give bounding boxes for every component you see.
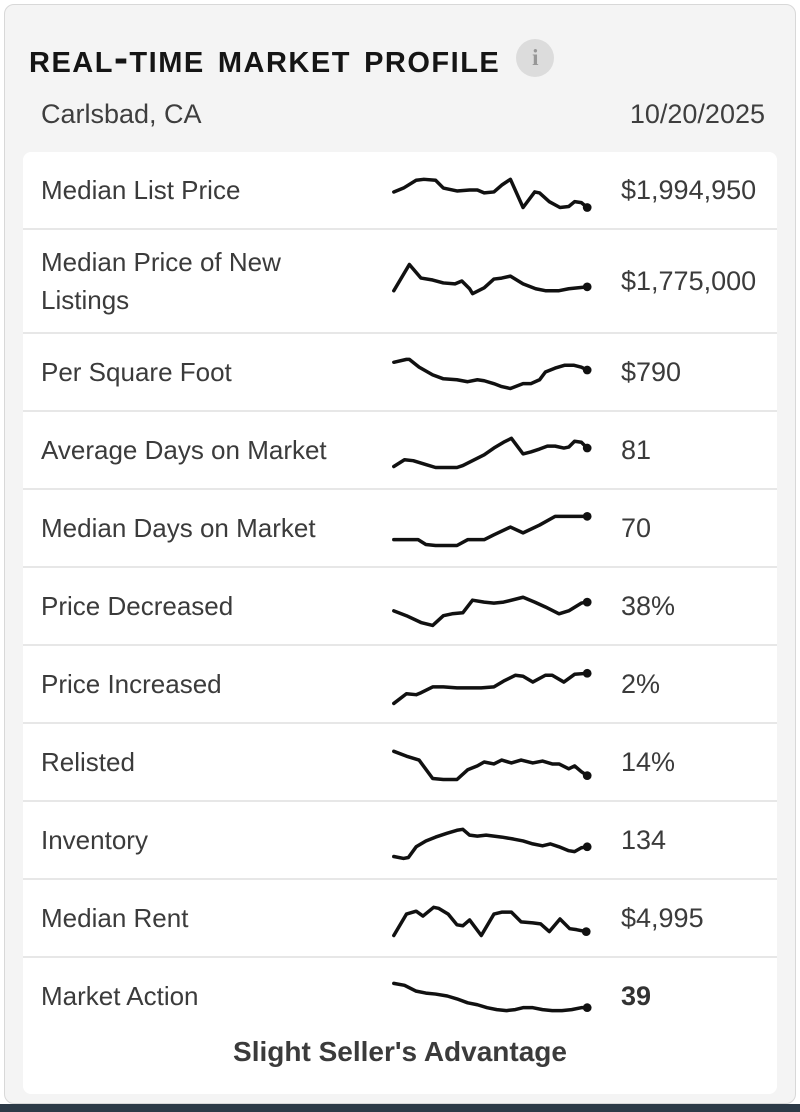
sparkline-chart bbox=[392, 262, 592, 296]
sparkline-chart bbox=[392, 669, 592, 706]
metric-value: 134 bbox=[621, 824, 667, 855]
metric-value: $1,775,000 bbox=[621, 265, 757, 296]
card-header: Real-Time Market Profile i bbox=[5, 5, 795, 81]
metric-value: 38% bbox=[621, 590, 676, 621]
sparkline-chart bbox=[392, 177, 592, 213]
metric-label: Price Decreased bbox=[41, 591, 234, 622]
metric-row: Median Rent $4,995 bbox=[23, 880, 777, 956]
market-summary-label: Slight Seller's Advantage bbox=[233, 1036, 567, 1068]
table-row: Median Days on Market 70 bbox=[23, 488, 777, 567]
metric-label: Price Increased bbox=[41, 669, 222, 700]
table-row: Relisted 14% bbox=[23, 722, 777, 801]
metric-value: 81 bbox=[621, 434, 652, 465]
info-icon[interactable]: i bbox=[516, 39, 555, 78]
sparkline-chart bbox=[392, 436, 592, 470]
metric-label: Average Days on Market bbox=[41, 435, 327, 466]
sparkline-chart bbox=[392, 905, 591, 938]
metric-row: Price Increased 2% bbox=[23, 646, 777, 722]
sparkline-chart bbox=[392, 981, 592, 1013]
table-row: Price Decreased 38% bbox=[23, 566, 777, 645]
metric-value: 39 bbox=[621, 980, 652, 1011]
market-profile-card: Real-Time Market Profile i Carlsbad, CA … bbox=[4, 4, 796, 1104]
metric-label: Market Action bbox=[41, 981, 199, 1012]
table-row: Price Increased 2% bbox=[23, 644, 777, 723]
metric-value: 70 bbox=[621, 512, 652, 543]
table-row: Inventory 134 bbox=[23, 800, 777, 879]
sparkline-chart bbox=[392, 749, 592, 782]
metric-row: Market Action 39 bbox=[23, 958, 777, 1034]
sparkline-chart bbox=[392, 512, 592, 548]
page-title: Real-Time Market Profile bbox=[29, 34, 501, 81]
table-row: Median Rent $4,995 bbox=[23, 878, 777, 957]
table-row: Median Price of New Listings $1,775,000 bbox=[23, 228, 777, 333]
metric-value: 2% bbox=[621, 668, 661, 699]
metric-label: Median Price of New Listings bbox=[41, 247, 281, 316]
bottom-bar bbox=[0, 1104, 800, 1112]
metric-row: Median Price of New Listings $1,775,000 bbox=[23, 230, 777, 332]
metric-value: $790 bbox=[621, 356, 682, 387]
metric-row: Average Days on Market 81 bbox=[23, 412, 777, 488]
metric-value: $1,994,950 bbox=[621, 174, 757, 205]
table-row: Market Action 39 Slight Seller's Advanta… bbox=[23, 956, 777, 1095]
metric-row: Median Days on Market 70 bbox=[23, 490, 777, 566]
sparkline-chart bbox=[392, 595, 592, 628]
metric-value: 14% bbox=[621, 746, 676, 777]
location-label: Carlsbad, CA bbox=[41, 99, 202, 130]
sparkline-chart bbox=[392, 357, 592, 391]
metric-value: $4,995 bbox=[621, 902, 704, 933]
metric-row: Per Square Foot $790 bbox=[23, 334, 777, 410]
metric-row: Inventory 134 bbox=[23, 802, 777, 878]
table-row: Average Days on Market 81 bbox=[23, 410, 777, 489]
metric-label: Median Rent bbox=[41, 903, 189, 934]
metric-label: Median List Price bbox=[41, 175, 241, 206]
subheader: Carlsbad, CA 10/20/2025 bbox=[5, 81, 795, 130]
metric-label: Inventory bbox=[41, 825, 148, 856]
metric-label: Per Square Foot bbox=[41, 357, 232, 388]
metric-label: Median Days on Market bbox=[41, 513, 316, 544]
table-row: Median List Price $1,994,950 bbox=[23, 152, 777, 229]
sparkline-chart bbox=[392, 827, 592, 861]
metrics-table: Median List Price $1,994,950 Median Pric… bbox=[23, 152, 777, 1095]
metric-row: Median List Price $1,994,950 bbox=[23, 152, 777, 228]
date-label: 10/20/2025 bbox=[629, 99, 765, 130]
metric-label: Relisted bbox=[41, 747, 135, 778]
metric-row: Price Decreased 38% bbox=[23, 568, 777, 644]
table-row: Per Square Foot $790 bbox=[23, 332, 777, 411]
metric-row: Relisted 14% bbox=[23, 724, 777, 800]
